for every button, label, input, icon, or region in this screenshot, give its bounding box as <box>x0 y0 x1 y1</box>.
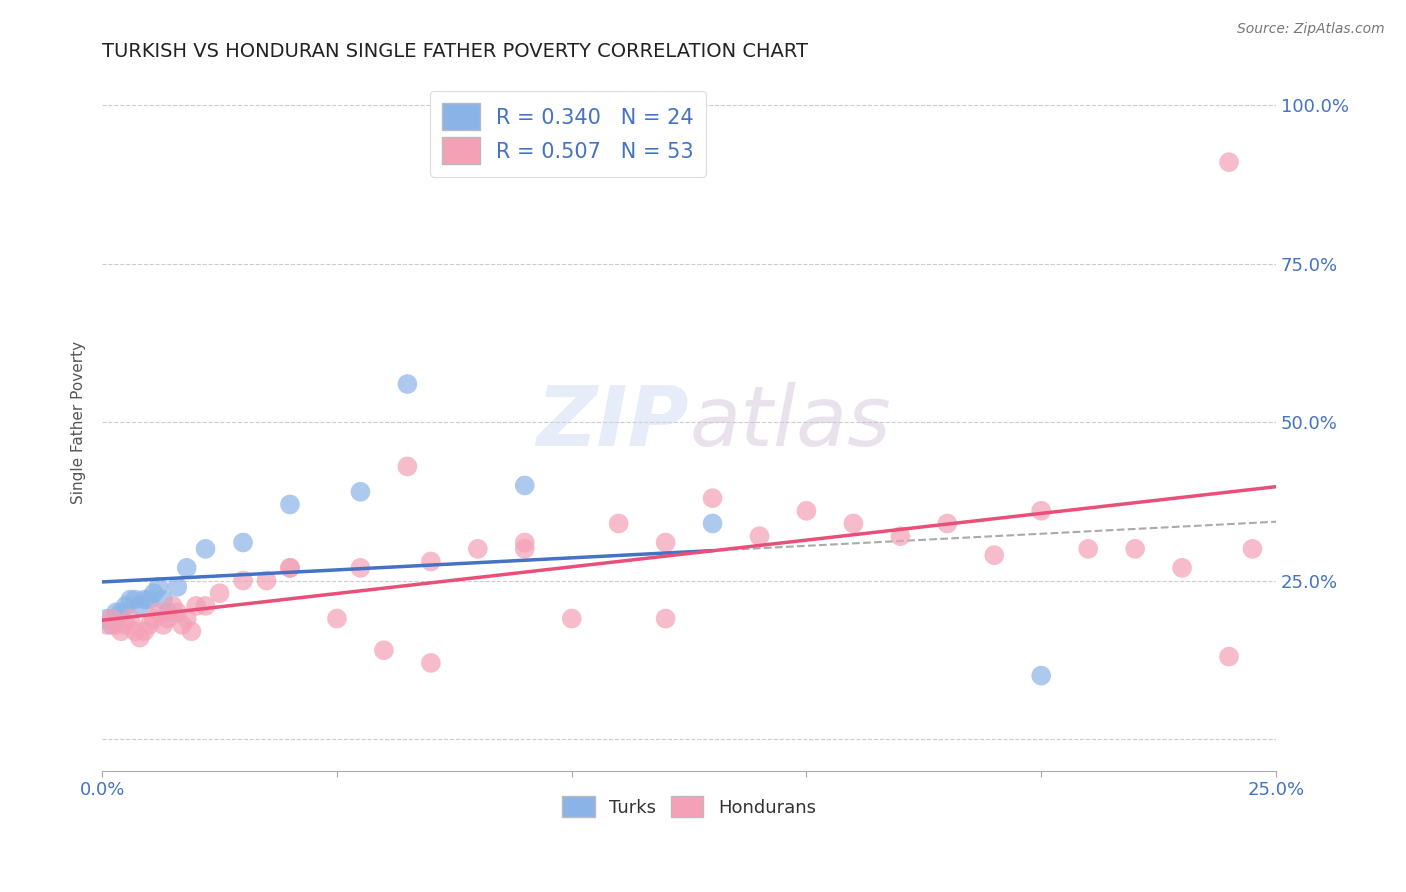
Point <box>152 592 174 607</box>
Point <box>120 611 142 625</box>
Text: atlas: atlas <box>689 382 891 463</box>
Point <box>748 529 770 543</box>
Point <box>396 459 419 474</box>
Point <box>194 541 217 556</box>
Point <box>138 592 160 607</box>
Point <box>1218 155 1240 169</box>
Point <box>842 516 865 531</box>
Point <box>128 631 150 645</box>
Point <box>120 592 142 607</box>
Point <box>889 529 911 543</box>
Point <box>654 535 676 549</box>
Point <box>100 611 122 625</box>
Point <box>170 618 193 632</box>
Point <box>1123 541 1146 556</box>
Point <box>1218 649 1240 664</box>
Point <box>983 548 1005 562</box>
Point <box>114 618 136 632</box>
Point <box>96 618 118 632</box>
Point <box>142 586 165 600</box>
Point <box>110 605 132 619</box>
Point <box>100 618 122 632</box>
Point <box>467 541 489 556</box>
Point <box>142 611 165 625</box>
Text: TURKISH VS HONDURAN SINGLE FATHER POVERTY CORRELATION CHART: TURKISH VS HONDURAN SINGLE FATHER POVERT… <box>103 42 808 61</box>
Point <box>128 599 150 613</box>
Point <box>166 580 188 594</box>
Point <box>702 491 724 505</box>
Point <box>114 599 136 613</box>
Point <box>110 624 132 639</box>
Point <box>419 656 441 670</box>
Point <box>513 541 536 556</box>
Point <box>936 516 959 531</box>
Point <box>232 574 254 588</box>
Point <box>180 624 202 639</box>
Y-axis label: Single Father Poverty: Single Father Poverty <box>72 341 86 504</box>
Point <box>419 554 441 568</box>
Point <box>1171 561 1194 575</box>
Point <box>796 504 818 518</box>
Point <box>134 592 156 607</box>
Point <box>326 611 349 625</box>
Point <box>349 561 371 575</box>
Point <box>373 643 395 657</box>
Point <box>96 611 118 625</box>
Point <box>148 580 170 594</box>
Point <box>256 574 278 588</box>
Point <box>194 599 217 613</box>
Point <box>278 561 301 575</box>
Point <box>278 498 301 512</box>
Point <box>278 561 301 575</box>
Point <box>166 605 188 619</box>
Point <box>702 516 724 531</box>
Point <box>176 611 198 625</box>
Point <box>176 561 198 575</box>
Text: Source: ZipAtlas.com: Source: ZipAtlas.com <box>1237 22 1385 37</box>
Point <box>124 592 146 607</box>
Point <box>654 611 676 625</box>
Point <box>208 586 231 600</box>
Point <box>513 535 536 549</box>
Point <box>134 624 156 639</box>
Point <box>156 611 179 625</box>
Legend: Turks, Hondurans: Turks, Hondurans <box>555 789 823 824</box>
Point <box>124 624 146 639</box>
Point <box>513 478 536 492</box>
Point <box>607 516 630 531</box>
Point <box>1031 668 1053 682</box>
Point <box>396 377 419 392</box>
Point <box>152 618 174 632</box>
Point <box>138 618 160 632</box>
Point <box>561 611 583 625</box>
Point <box>148 605 170 619</box>
Point <box>232 535 254 549</box>
Point <box>105 605 128 619</box>
Point <box>1031 504 1053 518</box>
Point <box>184 599 207 613</box>
Point <box>1241 541 1264 556</box>
Point <box>105 618 128 632</box>
Point <box>162 599 184 613</box>
Point <box>349 484 371 499</box>
Point <box>1077 541 1099 556</box>
Text: ZIP: ZIP <box>537 382 689 463</box>
Point <box>156 605 179 619</box>
